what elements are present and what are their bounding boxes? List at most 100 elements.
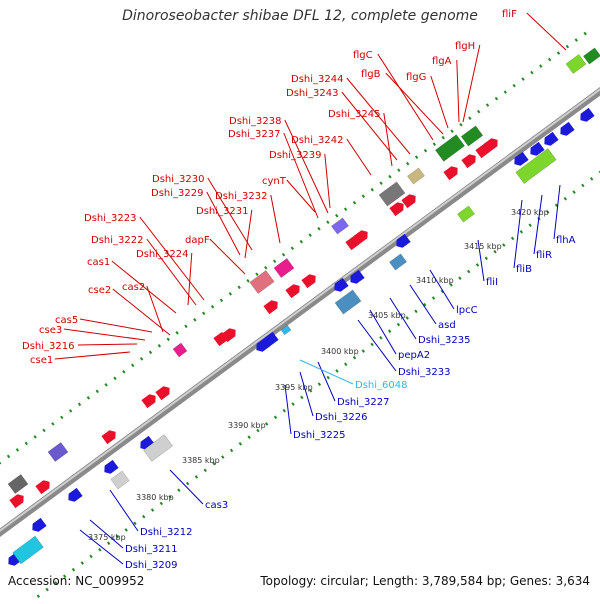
gene-label-reverse: Dshi_3212 bbox=[140, 527, 192, 538]
gene-arrow-reverse bbox=[32, 517, 47, 532]
gene-label-forward: Dshi_3243 bbox=[286, 88, 338, 99]
gene-box bbox=[249, 270, 275, 294]
gene-label-forward: Dshi_3231 bbox=[196, 206, 248, 217]
label-leader-line bbox=[244, 209, 253, 259]
gene-label-reverse: Dshi_3227 bbox=[337, 397, 389, 408]
gene-arrow-forward bbox=[101, 430, 116, 445]
gene-label-reverse: fliR bbox=[536, 250, 552, 261]
gene-label-reverse: Dshi_3225 bbox=[293, 430, 345, 441]
label-leader-line bbox=[299, 359, 354, 385]
gene-label-forward: Dshi_3245 bbox=[328, 109, 380, 120]
gene-label-reverse: Dshi_3233 bbox=[398, 367, 450, 378]
gene-arrow-forward bbox=[141, 394, 156, 409]
gene-label-forward: Dshi_3222 bbox=[91, 235, 143, 246]
scale-tick-label: 3400 kbp bbox=[321, 347, 359, 356]
label-leader-line bbox=[79, 529, 124, 565]
gene-arrow-reverse bbox=[396, 233, 411, 248]
label-leader-line bbox=[513, 199, 523, 269]
label-leader-line bbox=[389, 297, 417, 340]
gene-box bbox=[515, 148, 557, 184]
gene-label-reverse: flhA bbox=[556, 235, 576, 246]
forward-gene-feature bbox=[301, 274, 316, 289]
gene-label-forward: Dshi_3242 bbox=[291, 135, 343, 146]
gene-feature bbox=[249, 270, 275, 294]
gene-arrow-reverse bbox=[334, 277, 349, 292]
scale-tick-label: 3375 kbp bbox=[88, 533, 126, 542]
genome-backbone-highlight bbox=[0, 88, 600, 532]
label-leader-line bbox=[284, 119, 329, 214]
gene-label-reverse: pepA2 bbox=[398, 350, 430, 361]
label-leader-line bbox=[63, 328, 146, 341]
gene-label-forward: Dshi_3216 bbox=[22, 341, 74, 352]
label-leader-line bbox=[207, 177, 253, 251]
gene-feature bbox=[172, 342, 188, 358]
gene-arrow-reverse bbox=[544, 131, 559, 146]
reverse-gene-feature bbox=[68, 487, 83, 502]
label-leader-line bbox=[209, 238, 246, 275]
forward-gene-feature bbox=[461, 154, 476, 169]
gene-arrow-forward bbox=[345, 236, 360, 251]
gene-label-forward: Dshi_3232 bbox=[215, 191, 267, 202]
gene-feature bbox=[12, 535, 44, 565]
scale-tick-label: 3385 kbp bbox=[182, 456, 220, 465]
gene-label-forward: flgC bbox=[353, 50, 373, 61]
forward-gene-feature bbox=[35, 480, 50, 495]
gene-feature bbox=[389, 253, 407, 271]
gene-label-forward: cse2 bbox=[88, 285, 111, 296]
label-leader-line bbox=[369, 309, 397, 355]
label-leader-line bbox=[109, 489, 139, 532]
gene-label-rna: Dshi_6048 bbox=[355, 380, 407, 391]
gene-arrow-reverse bbox=[560, 121, 575, 136]
gene-box bbox=[334, 289, 362, 315]
gene-box bbox=[7, 474, 29, 494]
gene-box bbox=[378, 181, 406, 207]
gene-label-forward: Dshi_3230 bbox=[152, 174, 204, 185]
label-leader-line bbox=[283, 132, 319, 219]
gene-box bbox=[143, 434, 173, 462]
gene-arrow-forward bbox=[9, 494, 24, 509]
gene-feature bbox=[334, 289, 362, 315]
label-leader-line bbox=[357, 319, 397, 372]
label-leader-line bbox=[77, 343, 138, 346]
gene-label-forward: Dshi_3224 bbox=[136, 249, 188, 260]
gene-feature bbox=[435, 134, 465, 162]
gene-feature bbox=[457, 205, 475, 223]
gene-arrow-forward bbox=[443, 166, 458, 181]
gene-arrow-forward bbox=[285, 284, 300, 299]
reverse-gene-feature bbox=[580, 107, 595, 122]
gene-box bbox=[12, 535, 44, 565]
forward-gene-feature bbox=[483, 138, 498, 153]
gene-arrow-forward bbox=[155, 386, 170, 401]
gene-feature bbox=[110, 470, 130, 490]
reverse-gene-feature bbox=[334, 277, 349, 292]
label-leader-line bbox=[169, 469, 204, 505]
label-leader-line bbox=[409, 284, 437, 325]
gene-label-reverse: cas3 bbox=[205, 500, 228, 511]
forward-gene-feature bbox=[389, 202, 404, 217]
gene-box bbox=[565, 54, 587, 74]
label-leader-line bbox=[79, 318, 153, 333]
scale-tick-label: 3380 kbp bbox=[136, 493, 174, 502]
label-leader-line bbox=[429, 269, 455, 310]
label-leader-line bbox=[533, 194, 543, 255]
label-leader-line bbox=[111, 260, 177, 314]
reverse-gene-feature bbox=[32, 517, 47, 532]
label-leader-line bbox=[553, 184, 561, 240]
label-leader-line bbox=[286, 179, 316, 213]
gene-arrow-forward bbox=[389, 202, 404, 217]
gene-box bbox=[389, 253, 407, 271]
gene-label-forward: cas2 bbox=[122, 282, 145, 293]
gene-box bbox=[273, 258, 295, 278]
gene-label-forward: Dshi_3223 bbox=[84, 213, 136, 224]
gene-label-forward: cas5 bbox=[55, 315, 78, 326]
reverse-gene-feature bbox=[544, 131, 559, 146]
label-leader-line bbox=[299, 371, 314, 417]
gene-arrow-forward bbox=[263, 300, 278, 315]
scale-tick-label: 3415 kbp bbox=[464, 242, 502, 251]
gene-label-reverse: Dshi_3226 bbox=[315, 412, 367, 423]
label-leader-line bbox=[477, 239, 485, 282]
forward-gene-feature bbox=[263, 300, 278, 315]
gene-box bbox=[435, 134, 465, 162]
